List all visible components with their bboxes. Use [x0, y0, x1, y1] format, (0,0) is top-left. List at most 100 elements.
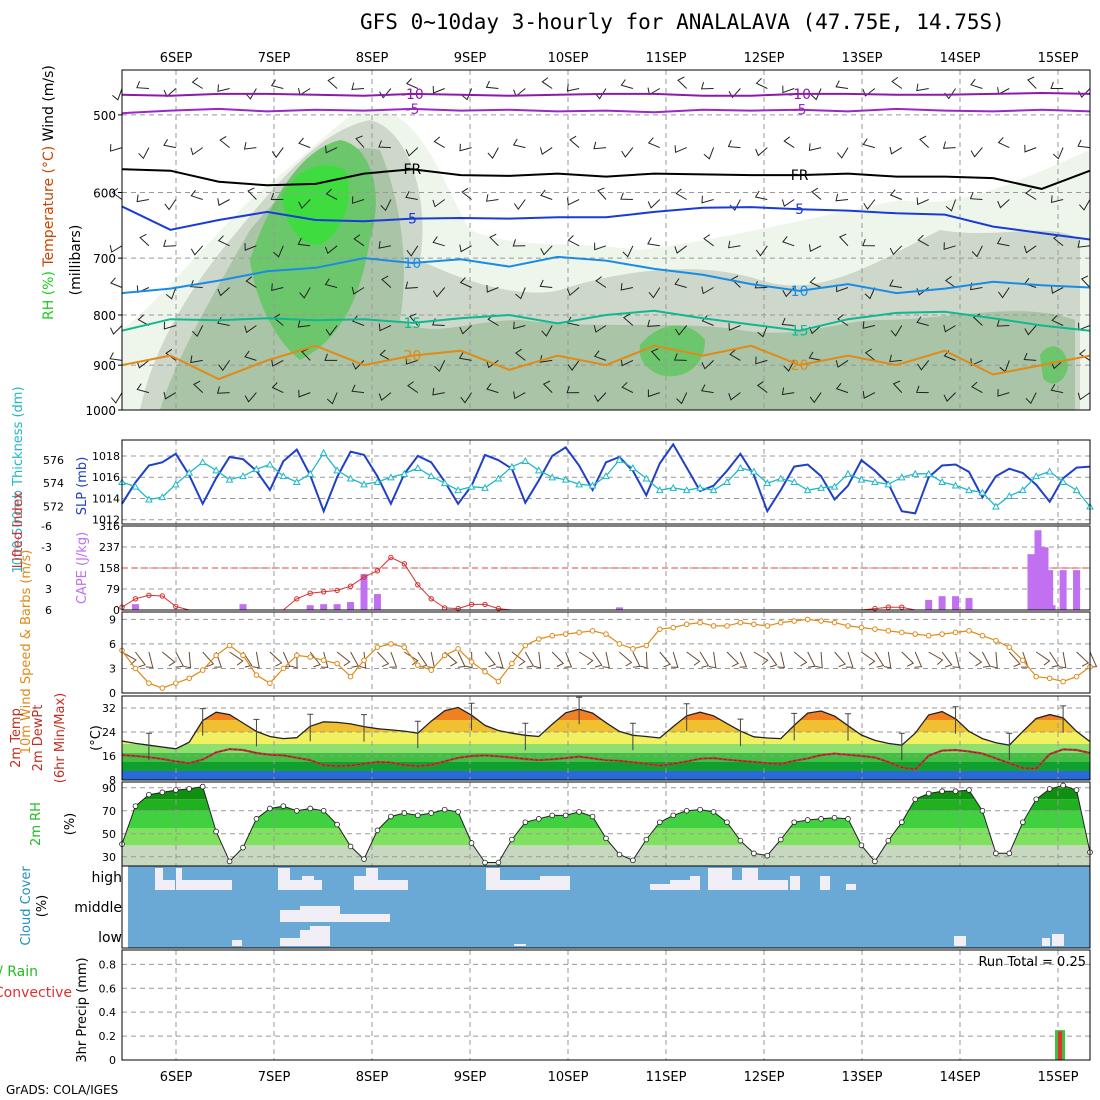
upper-wind-barb [217, 235, 230, 247]
wind-speed-marker [361, 657, 367, 664]
upper-wind-barb [835, 193, 849, 202]
rh-marker [1019, 819, 1026, 826]
wind-tick-label: 3 [109, 662, 116, 675]
temperature-range-bar [253, 718, 260, 747]
cloud-block [486, 868, 500, 890]
wind-speed-marker [697, 619, 703, 626]
upper-wind-barb [647, 389, 660, 398]
cloud-ylabel: Cloud Cover [19, 866, 34, 946]
surface-wind-barb [457, 651, 466, 668]
cape-tick-label: 158 [99, 562, 120, 575]
thickness-marker [198, 458, 207, 466]
thickness-marker [884, 480, 893, 488]
precip-panel-frame [121, 949, 1091, 1061]
cape-bar [1059, 570, 1067, 610]
cloud-block [300, 930, 310, 946]
thickness-marker [709, 486, 718, 494]
upper-wind-barb [190, 245, 204, 256]
surface-wind-barb [592, 651, 603, 668]
wind-speed-marker [1019, 657, 1026, 664]
upper-wind-barb [972, 313, 983, 326]
upper-air-ylabel-part: Temperature (°C) [41, 146, 57, 271]
upper-wind-barb [405, 281, 418, 289]
lifted-index-marker [428, 596, 434, 602]
upper-wind-barb [324, 245, 338, 255]
temperature-range-bar [468, 702, 475, 731]
upper-wind-barb [838, 233, 849, 247]
surface-wind-barb [640, 651, 648, 669]
precip-tick-label: 0.8 [99, 958, 117, 971]
upper-wind-barb [432, 199, 445, 208]
cloud-layer-label: high [91, 870, 122, 886]
upper-wind-barb [889, 189, 902, 200]
precip-tick-label: 0.2 [99, 1030, 117, 1043]
upper-wind-barb [701, 360, 714, 370]
precip-legend-convective: Convective [0, 985, 72, 1001]
wind-speed-marker [240, 652, 246, 659]
date-label-bottom: 6SEP [160, 1070, 193, 1085]
upper-wind-barb [434, 360, 446, 373]
temperature-range-bar [952, 706, 959, 734]
wind-speed-marker [253, 672, 260, 678]
wind-tick-label: 0 [109, 687, 116, 700]
rh-marker [361, 856, 367, 862]
upper-wind-barb [327, 76, 338, 89]
upper-wind-barb [677, 76, 688, 89]
rh-marker [858, 842, 865, 849]
cloud-block [232, 940, 242, 946]
surface-wind-barb [699, 651, 710, 668]
lifted-index-marker [294, 596, 300, 602]
upper-wind-barb [754, 190, 768, 200]
upper-wind-barb [270, 79, 284, 89]
upper-wind-barb [863, 199, 876, 210]
thickness-marker [521, 456, 530, 464]
upper-wind-barb [109, 144, 123, 152]
cape-tick-label: 79 [106, 583, 120, 596]
date-label-bottom: 9SEP [454, 1070, 487, 1085]
surface-wind-barb [183, 651, 192, 669]
upper-wind-barb [756, 381, 768, 393]
cloud-block [176, 868, 182, 890]
wind-speed-marker [495, 678, 502, 685]
surface-wind-barb [726, 651, 740, 667]
thickness-marker [440, 479, 449, 487]
upper-wind-barb [324, 278, 338, 288]
upper-wind-barb [970, 78, 983, 89]
upper-wind-barb [513, 391, 526, 400]
upper-wind-barb [1052, 147, 1064, 160]
surface-wind-barb [309, 651, 321, 668]
upper-wind-barb [889, 279, 902, 288]
surface-wind-barb [242, 651, 253, 668]
upper-wind-barb [109, 352, 123, 361]
rh-marker [872, 858, 878, 865]
upper-wind-barb [620, 79, 634, 89]
upper-wind-barb [110, 277, 123, 288]
temperature-band [122, 753, 1090, 762]
upper-wind-barb [971, 245, 983, 258]
date-label-bottom: 7SEP [258, 1070, 291, 1085]
surface-wind-barb [602, 651, 610, 669]
surface-wind-barb [968, 651, 983, 667]
upper-wind-barb [1050, 81, 1064, 89]
temperature-range-bar [629, 722, 636, 751]
rh-marker [441, 806, 448, 813]
surface-wind-barb [1049, 651, 1060, 668]
upper-wind-barb [1077, 240, 1091, 248]
wind-panel-frame [121, 611, 1091, 694]
upper-air-ylabel: RH (%) Temperature (°C) Wind (m/s) [41, 65, 57, 320]
upper-wind-barb [674, 325, 688, 336]
wind-speed-marker [643, 642, 650, 649]
thickness-marker [992, 502, 1000, 510]
upper-wind-barb [703, 234, 714, 247]
rh-marker [670, 812, 677, 819]
upper-wind-barb [219, 135, 230, 148]
upper-wind-barb [191, 77, 203, 89]
thickness-marker [629, 463, 637, 471]
slp-line [121, 442, 1091, 515]
cape-bar [1046, 570, 1054, 610]
thickness-marker [306, 469, 315, 477]
wind-speed-marker [858, 624, 865, 631]
upper-wind-barb [301, 348, 311, 361]
thickness-marker [333, 466, 341, 474]
upper-wind-barb [864, 348, 876, 361]
